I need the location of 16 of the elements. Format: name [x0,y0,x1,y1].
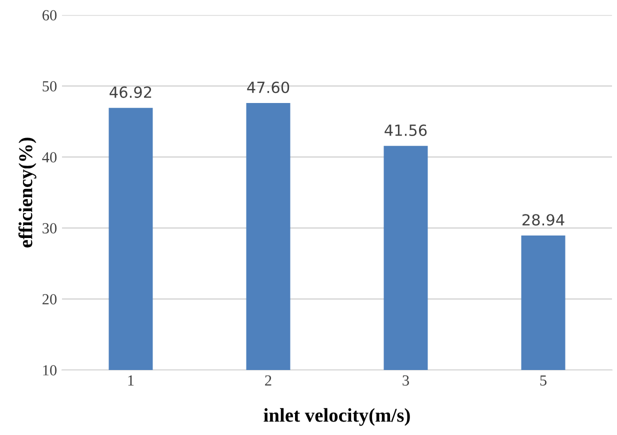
data-label: 41.56 [384,124,427,136]
x-tick-label: 3 [402,375,409,386]
data-label: 46.92 [110,86,152,98]
y-axis-title: efficiency(%) [18,138,36,248]
y-tick-label: 60 [42,10,57,20]
y-tick-label: 20 [42,294,57,304]
x-axis-title: inlet velocity(m/s) [264,408,410,426]
x-tick-label: 1 [128,375,134,386]
data-label: 47.60 [247,82,290,94]
y-tick-label: 10 [43,365,57,376]
y-tick-label: 30 [42,223,57,234]
y-tick-label: 50 [42,81,57,92]
y-tick-label: 40 [42,152,57,162]
x-tick-label: 2 [265,375,272,386]
x-tick-label: 5 [540,375,546,386]
data-label: 28.94 [522,214,564,226]
